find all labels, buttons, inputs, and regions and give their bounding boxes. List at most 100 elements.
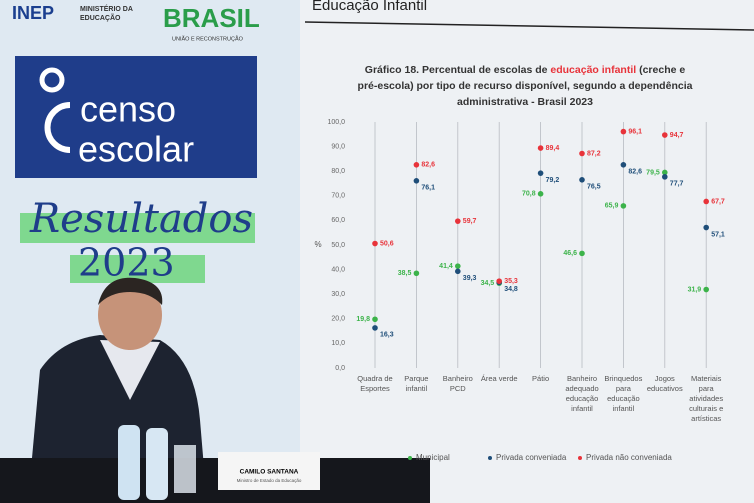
y-tick-label: 40,0 <box>331 266 345 273</box>
inep-logo: INEP <box>12 3 54 23</box>
point <box>372 316 378 323</box>
censo-box <box>15 56 257 178</box>
title-part: (creche e pré-escola) por tipo de recurs… <box>357 64 693 108</box>
data-label: 79,2 <box>546 177 560 184</box>
bottle <box>118 425 140 500</box>
x-tick-label: Brinquedos para educação infantil <box>604 374 643 413</box>
point <box>496 278 503 284</box>
data-label: 59,7 <box>463 218 477 225</box>
censo-icon <box>39 67 65 93</box>
year: 2023 <box>78 241 175 285</box>
x-tick-label: Área verde <box>480 374 518 383</box>
x-tick-label: Jogos educativos <box>646 374 683 393</box>
point <box>662 132 668 138</box>
data-label: 41,4 <box>439 263 453 270</box>
data-label: 65,9 <box>605 203 619 210</box>
y-tick-label: 30,0 <box>331 291 345 298</box>
data-label: 35,3 <box>504 278 518 285</box>
data-label: 57,1 <box>711 231 725 238</box>
data-label: 82,6 <box>421 162 435 169</box>
nameplate-role: Ministro de Estado da Educação <box>237 478 302 483</box>
brasil-logo: BRASIL <box>163 3 260 33</box>
point <box>703 198 709 205</box>
data-label: 87,2 <box>587 150 601 157</box>
y-tick-label: 10,0 <box>331 340 345 347</box>
title-part: Gráfico 18. Percentual de escolas de <box>364 64 551 76</box>
y-tick-label: 90,0 <box>331 143 345 150</box>
point <box>579 177 585 183</box>
point <box>620 162 627 168</box>
x-tick-label: Parque infantil <box>404 374 429 393</box>
point <box>579 250 585 257</box>
point <box>413 270 420 277</box>
y-tick-label: 100,0 <box>327 119 345 126</box>
point <box>455 218 461 224</box>
y-tick-label: 60,0 <box>331 217 345 224</box>
data-label: 89,4 <box>546 145 560 152</box>
data-label: 34,8 <box>504 286 518 293</box>
bottle <box>146 428 168 500</box>
censo-text: censo <box>80 89 176 130</box>
legend-marker <box>488 456 492 460</box>
censo-icon <box>44 102 71 153</box>
point <box>703 224 709 231</box>
data-label: 38,5 <box>398 270 412 277</box>
shirt <box>100 340 160 400</box>
point <box>413 177 420 184</box>
data-label: 31,9 <box>688 286 702 293</box>
screen-header: Educação Infantil <box>312 0 427 14</box>
legend-marker <box>578 456 582 460</box>
table <box>0 458 430 503</box>
x-tick-label: Quadra de Esportes <box>357 374 393 393</box>
data-label: 46,6 <box>563 250 577 257</box>
legend-label: Municipal <box>416 453 450 462</box>
highlight <box>70 255 205 283</box>
brasil-tagline: UNIÃO E RECONSTRUÇÃO <box>172 35 244 42</box>
screen <box>300 0 754 503</box>
point <box>662 174 668 180</box>
y-tick-label: 0,0 <box>335 365 345 372</box>
point <box>455 268 461 275</box>
legend-label: Privada conveniada <box>496 453 567 462</box>
point <box>537 145 544 151</box>
data-label: 76,5 <box>587 184 601 191</box>
data-label: 96,1 <box>628 128 642 135</box>
data-label: 16,3 <box>380 332 394 339</box>
x-tick-label: Banheiro adequado educação infantil <box>565 374 599 413</box>
data-label: 70,8 <box>522 191 536 198</box>
y-tick-label: 20,0 <box>331 316 345 323</box>
data-label: 19,8 <box>356 316 370 323</box>
nameplate-name: CAMILO SANTANA <box>240 469 299 476</box>
y-tick-label: 80,0 <box>331 168 345 175</box>
data-label: 94,7 <box>670 132 684 139</box>
point <box>537 170 544 176</box>
data-label: 34,5 <box>481 280 495 287</box>
point <box>662 169 668 176</box>
point <box>620 128 627 135</box>
point <box>537 191 544 197</box>
point <box>372 240 378 247</box>
data-label: 82,6 <box>628 169 642 176</box>
x-tick-label: Materiais para atividades culturais e ar… <box>689 374 724 423</box>
x-tick-label: Banheiro PCD <box>442 374 473 393</box>
hair <box>98 277 163 305</box>
highlight <box>20 213 255 243</box>
point <box>372 325 378 331</box>
ministry: MINISTÉRIO DA EDUCAÇÃO <box>80 6 133 22</box>
glass <box>174 445 196 493</box>
head <box>98 280 162 350</box>
data-label: 76,1 <box>421 185 435 192</box>
y-tick-label: 70,0 <box>331 193 345 200</box>
data-label: 79,5 <box>646 169 660 176</box>
y-label: % <box>314 240 321 249</box>
point <box>703 286 709 293</box>
point <box>579 150 585 157</box>
legend-label: Privada não conveniada <box>586 453 672 462</box>
censo-text: escolar <box>78 129 194 170</box>
point <box>455 263 461 269</box>
point <box>413 162 420 168</box>
screen-rule <box>304 21 754 31</box>
data-label: 39,3 <box>463 275 477 282</box>
